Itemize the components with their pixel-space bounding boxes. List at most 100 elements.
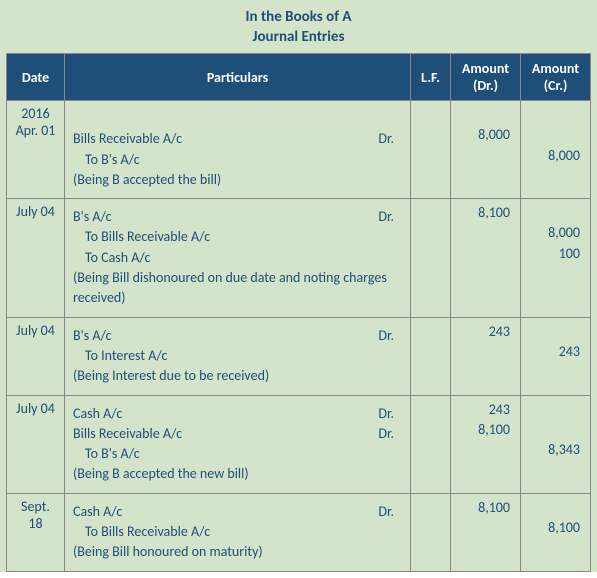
particulars-cell: B's A/cDr.To Interest A/c(Being Interest… <box>65 317 411 395</box>
entry-line: To B's A/c <box>73 444 402 464</box>
amount-dr-cell: 243 <box>451 317 521 395</box>
narration: (Being Bill dishonoured on due date and … <box>73 268 402 309</box>
amount-cr-value <box>527 498 580 518</box>
title-line1: In the Books of A <box>0 8 597 28</box>
journal-entry-row: July 04 B's A/cDr.To Bills Receivable A/c… <box>7 199 591 317</box>
dr-indicator <box>364 150 402 170</box>
entry-line: Cash A/cDr. <box>73 404 402 424</box>
account-name: Cash A/c <box>73 404 364 424</box>
amount-cr-value: 8,000 <box>527 223 580 243</box>
amount-dr-value: 243 <box>457 322 510 342</box>
journal-entry-row: Sept. 18 Cash A/cDr.To Bills Receivable A… <box>7 493 591 571</box>
amount-cr-value <box>527 322 580 342</box>
particulars-cell: B's A/cDr.To Bills Receivable A/cTo Cash… <box>65 199 411 317</box>
amount-cr-value: 243 <box>527 342 580 362</box>
account-name: Bills Receivable A/c <box>73 129 364 149</box>
header-amount-dr: Amount (Dr.) <box>451 54 521 101</box>
amount-dr-value: 243 <box>457 400 510 420</box>
entry-line: To B's A/c <box>73 150 402 170</box>
amount-dr-value: 8,100 <box>457 498 510 518</box>
lf-cell <box>411 493 451 571</box>
dr-indicator <box>364 444 402 464</box>
dr-indicator: Dr. <box>364 326 402 346</box>
date-value: July 04 <box>13 203 58 220</box>
amount-cr-cell: 8,000100 <box>521 199 591 317</box>
journal-entry-row: July 04 Cash A/cDr.Bills Receivable A/cDr… <box>7 395 591 493</box>
date-cell: July 04 <box>7 317 65 395</box>
entry-line: B's A/cDr. <box>73 326 402 346</box>
amount-dr-value: 8,000 <box>457 125 510 145</box>
account-name: B's A/c <box>73 326 364 346</box>
amount-dr-value <box>457 223 510 243</box>
date-cell: July 04 <box>7 395 65 493</box>
journal-container: In the Books of A Journal Entries Date P… <box>0 0 597 572</box>
amount-cr-cell: 243 <box>521 317 591 395</box>
dr-indicator <box>364 346 402 366</box>
amount-cr-cell: 8,000 <box>521 101 591 199</box>
narration: (Being B accepted the new bill) <box>73 464 402 484</box>
date-value: Apr. 01 <box>13 122 58 139</box>
header-row: Date Particulars L.F. Amount (Dr.) Amoun… <box>7 54 591 101</box>
entry-line: To Bills Receivable A/c <box>73 522 402 542</box>
entry-line: Bills Receivable A/cDr. <box>73 129 402 149</box>
header-date: Date <box>7 54 65 101</box>
journal-entry-row: 2016Apr. 01 Bills Receivable A/cDr.To B'… <box>7 101 591 199</box>
dr-indicator: Dr. <box>364 502 402 522</box>
account-name: To Interest A/c <box>73 346 364 366</box>
date-cell: 2016Apr. 01 <box>7 101 65 199</box>
date-value: July 04 <box>13 322 58 339</box>
lf-cell <box>411 395 451 493</box>
amount-cr-value <box>527 203 580 223</box>
journal-entry-row: July 04 B's A/cDr.To Interest A/c(Being I… <box>7 317 591 395</box>
amount-cr-cell: 8,343 <box>521 395 591 493</box>
dr-indicator <box>364 522 402 542</box>
amount-dr-value <box>457 244 510 264</box>
title-line2: Journal Entries <box>0 28 597 48</box>
lf-cell <box>411 199 451 317</box>
entry-line: To Cash A/c <box>73 248 402 268</box>
account-name: To B's A/c <box>73 444 364 464</box>
amount-cr-value <box>527 400 580 420</box>
amount-dr-cell: 8,100 <box>451 493 521 571</box>
amount-cr-value: 8,343 <box>527 440 580 460</box>
amount-dr-value: 8,100 <box>457 420 510 440</box>
amount-dr-value <box>457 440 510 460</box>
lf-cell <box>411 317 451 395</box>
date-cell: Sept. 18 <box>7 493 65 571</box>
amount-dr-value: 8,100 <box>457 203 510 223</box>
amount-dr-value <box>457 518 510 538</box>
amount-dr-cell: 8,100 <box>451 199 521 317</box>
entry-line: Bills Receivable A/cDr. <box>73 424 402 444</box>
narration: (Being Bill honoured on maturity) <box>73 542 402 562</box>
particulars-cell: Cash A/cDr.Bills Receivable A/cDr.To B's… <box>65 395 411 493</box>
date-value: July 04 <box>13 400 58 417</box>
narration: (Being B accepted the bill) <box>73 170 402 190</box>
entry-line: To Interest A/c <box>73 346 402 366</box>
entry-line: Cash A/cDr. <box>73 502 402 522</box>
lf-cell <box>411 101 451 199</box>
dr-indicator: Dr. <box>364 424 402 444</box>
dr-indicator: Dr. <box>364 129 402 149</box>
dr-indicator <box>364 227 402 247</box>
journal-table: Date Particulars L.F. Amount (Dr.) Amoun… <box>6 53 591 572</box>
account-name: To B's A/c <box>73 150 364 170</box>
entry-line: To Bills Receivable A/c <box>73 227 402 247</box>
amount-cr-cell: 8,100 <box>521 493 591 571</box>
dr-indicator: Dr. <box>364 207 402 227</box>
date-cell: July 04 <box>7 199 65 317</box>
account-name: To Bills Receivable A/c <box>73 522 364 542</box>
dr-indicator <box>364 248 402 268</box>
amount-dr-value <box>457 342 510 362</box>
header-particulars: Particulars <box>65 54 411 101</box>
title-block: In the Books of A Journal Entries <box>0 0 597 49</box>
account-name: Bills Receivable A/c <box>73 424 364 444</box>
amount-cr-value: 8,100 <box>527 518 580 538</box>
date-year: 2016 <box>13 105 58 122</box>
account-name: B's A/c <box>73 207 364 227</box>
amount-cr-value: 8,000 <box>527 146 580 166</box>
header-amount-cr: Amount (Cr.) <box>521 54 591 101</box>
account-name: To Bills Receivable A/c <box>73 227 364 247</box>
amount-dr-value <box>457 146 510 166</box>
amount-dr-cell: 8,000 <box>451 101 521 199</box>
particulars-cell: Bills Receivable A/cDr.To B's A/c(Being … <box>65 101 411 199</box>
